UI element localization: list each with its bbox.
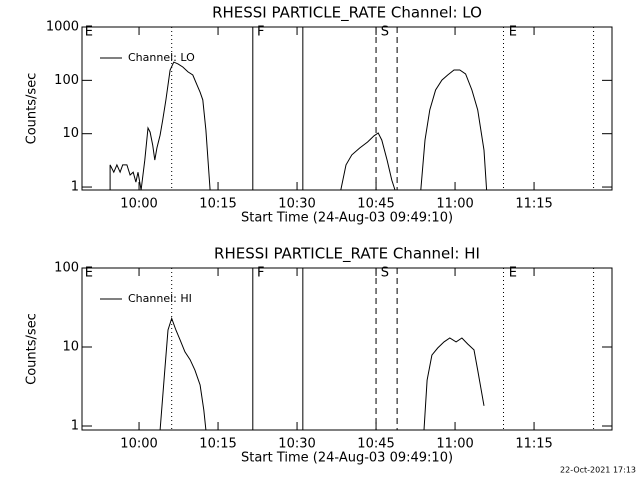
flag-label: E <box>85 266 93 281</box>
legend-label: Channel: LO <box>128 51 195 64</box>
legend-label: Channel: HI <box>128 292 192 305</box>
y-tick-label: 10 <box>62 126 79 141</box>
chart-title: RHESSI PARTICLE_RATE Channel: HI <box>214 245 480 264</box>
x-tick-label: 10:00 <box>120 197 157 212</box>
chart-title: RHESSI PARTICLE_RATE Channel: LO <box>212 4 482 23</box>
flag-label: F <box>257 266 264 281</box>
plot-frame <box>81 26 613 191</box>
flag-label: E <box>509 266 517 281</box>
flag-label: S <box>381 266 389 281</box>
footer: 22-Oct-2021 17:13 <box>560 466 636 475</box>
x-axis-label: Start Time (24-Aug-03 09:49:10) <box>241 451 453 466</box>
x-tick-label: 11:15 <box>515 197 552 212</box>
x-tick-label: 10:00 <box>120 437 157 452</box>
x-tick-label: 10:30 <box>278 437 315 452</box>
x-tick-label: 11:00 <box>436 437 473 452</box>
plot-frame <box>81 267 613 431</box>
flag-label: F <box>257 25 264 40</box>
series-line <box>159 316 485 431</box>
x-tick-label: 11:15 <box>515 437 552 452</box>
y-tick-label: 100 <box>54 73 79 88</box>
flag-label: E <box>509 25 517 40</box>
flag-label: S <box>381 25 389 40</box>
y-tick-label: 1 <box>71 419 79 434</box>
x-tick-label: 11:00 <box>436 197 473 212</box>
x-axis-label: Start Time (24-Aug-03 09:49:10) <box>241 211 453 226</box>
y-axis-label: Counts/sec <box>25 313 40 385</box>
x-tick-label: 10:30 <box>278 197 315 212</box>
x-tick-label: 10:45 <box>357 437 394 452</box>
y-axis-label: Counts/sec <box>25 73 40 145</box>
x-tick-label: 10:15 <box>199 437 236 452</box>
series-line <box>109 61 488 191</box>
y-tick-label: 100 <box>54 261 79 276</box>
y-tick-label: 10 <box>62 340 79 355</box>
flag-label: E <box>85 25 93 40</box>
x-tick-label: 10:45 <box>357 197 394 212</box>
x-tick-label: 10:15 <box>199 197 236 212</box>
y-tick-label: 1 <box>71 180 79 195</box>
y-tick-label: 1000 <box>46 20 79 35</box>
